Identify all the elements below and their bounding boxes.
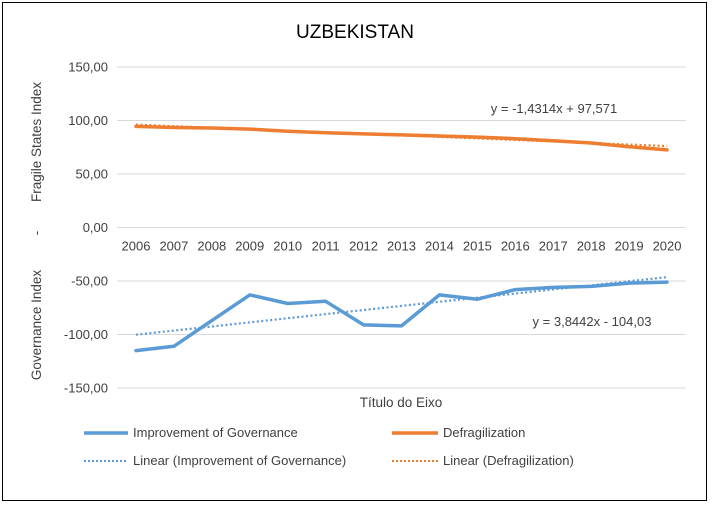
x-tick-label: 2018 [577,239,606,254]
legend-label-linear-defragilization: Linear (Defragilization) [443,453,574,468]
x-tick-label: 2012 [349,239,378,254]
legend-item-linear-governance: Linear (Improvement of Governance) [84,453,346,468]
x-tick-label: 2006 [122,239,151,254]
x-tick-labels: 2006 2007 2008 2009 2010 2011 2012 2013 2014 2015… [122,239,682,254]
series-line-defragilization [134,124,669,152]
trendlines [135,123,668,336]
series-line-governance [134,280,669,353]
legend-label-defragilization: Defragilization [443,425,525,440]
legend-label-linear-governance: Linear (Improvement of Governance) [133,453,346,468]
y-tick-label: -150,00 [64,381,108,396]
x-tick-label: 2010 [273,239,302,254]
chart-frame [2,2,707,501]
legend-item-defragilization: Defragilization [392,425,525,440]
legend: Improvement of Governance Defragilizatio… [84,425,574,468]
legend-label-governance: Improvement of Governance [133,425,298,440]
x-tick-label: 2016 [501,239,530,254]
y-tick-label: 50,00 [75,167,108,182]
x-tick-label: 2011 [312,239,340,254]
y-tick-labels: 150,00 100,00 50,00 0,00 -50,00 -100,00 -150,0… [64,60,108,396]
y-axis-title-top: Fragile States Index [29,82,44,202]
x-tick-label: 2019 [615,239,644,254]
y-tick-label: -50,00 [71,274,108,289]
chart-title: UZBEKISTAN [296,22,414,43]
series-lines [134,124,669,353]
x-tick-label: 2007 [159,239,188,254]
x-tick-label: 2020 [653,239,682,254]
trendline-governance [135,276,668,336]
x-tick-label: 2015 [463,239,492,254]
y-axis-title-separator: - [29,231,44,236]
x-tick-label: 2017 [539,239,568,254]
legend-item-linear-defragilization: Linear (Defragilization) [392,453,574,468]
x-axis-title: Título do Eixo [360,395,443,410]
equation-defragilization: y = -1,4314x + 97,571 [491,101,617,116]
y-tick-label: 150,00 [68,60,108,75]
gridlines [117,66,686,389]
y-tick-label: 0,00 [83,220,108,235]
y-tick-label: 100,00 [68,113,108,128]
equation-governance: y = 3,8442x - 104,03 [533,314,652,329]
x-tick-label: 2008 [197,239,226,254]
y-tick-label: -100,00 [64,327,108,342]
x-tick-label: 2009 [235,239,264,254]
y-axis-title-bottom: Governance Index [29,270,44,381]
x-tick-label: 2014 [425,239,454,254]
x-tick-label: 2013 [387,239,416,254]
legend-item-governance: Improvement of Governance [84,425,298,440]
